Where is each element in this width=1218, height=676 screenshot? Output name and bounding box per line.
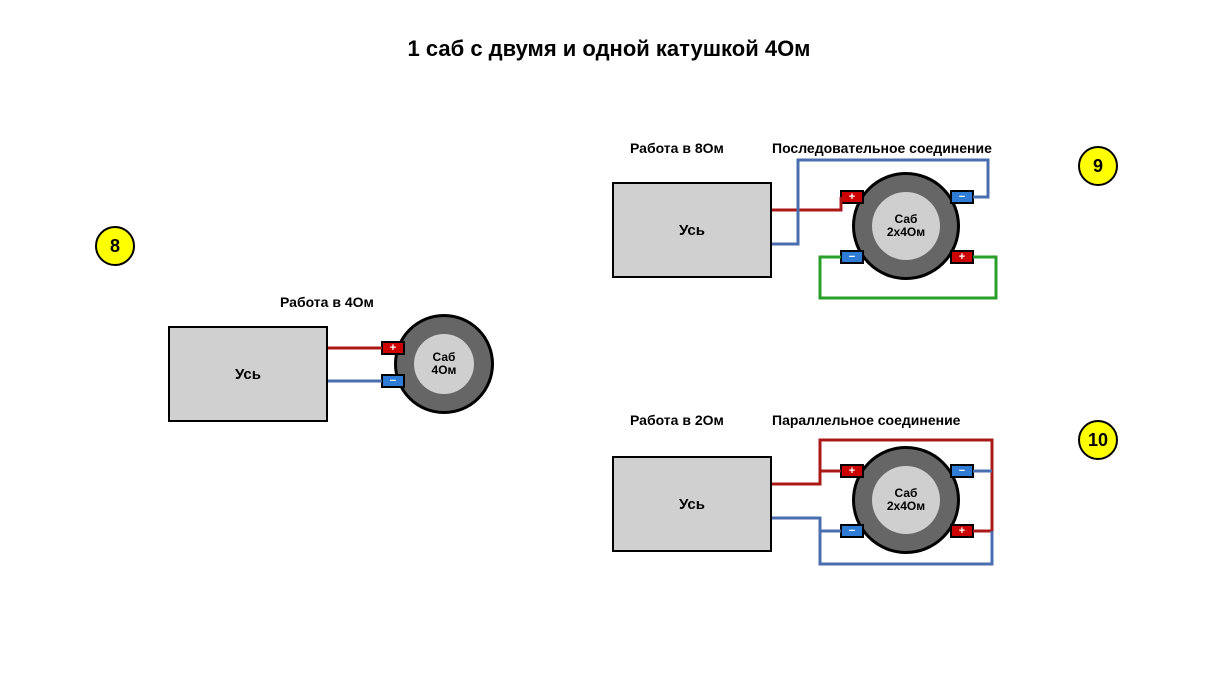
t9-plus-ul: + xyxy=(840,190,864,204)
sub-9-inner: Саб2х4Ом xyxy=(872,192,940,260)
series-label: Последовательное соединение xyxy=(772,140,992,156)
work-2ohm: Работа в 2Ом xyxy=(630,412,724,428)
w9-red xyxy=(772,197,841,210)
t10-minus-ur: − xyxy=(950,464,974,478)
amp-9: Усь xyxy=(612,182,772,278)
t10-minus-ll: − xyxy=(840,524,864,538)
t9-minus-ll: − xyxy=(840,250,864,264)
w10-red-top-left xyxy=(820,440,841,471)
amp-10: Усь xyxy=(612,456,772,552)
t10-plus-lr: + xyxy=(950,524,974,538)
badge-8: 8 xyxy=(95,226,135,266)
badge-10: 10 xyxy=(1078,420,1118,460)
sub-8-inner: Саб4Ом xyxy=(414,334,474,394)
amp-8: Усь xyxy=(168,326,328,422)
t8-plus: + xyxy=(381,341,405,355)
t9-minus-ur: − xyxy=(950,190,974,204)
w10-blue-ll xyxy=(820,531,841,564)
sub-9-label2: 2х4Ом xyxy=(887,226,925,239)
sub-10-label2: 2х4Ом xyxy=(887,500,925,513)
sub-10: Саб2х4Ом xyxy=(852,446,960,554)
parallel-label: Параллельное соединение xyxy=(772,412,960,428)
t10-plus-ul: + xyxy=(840,464,864,478)
work-8ohm: Работа в 8Ом xyxy=(630,140,724,156)
page-title: 1 саб с двумя и одной катушкой 4Ом xyxy=(0,36,1218,62)
w10-red-bot-right xyxy=(973,471,992,531)
sub-10-inner: Саб2х4Ом xyxy=(872,466,940,534)
t8-minus: − xyxy=(381,374,405,388)
work-4ohm: Работа в 4Ом xyxy=(280,294,374,310)
sub-8: Саб4Ом xyxy=(394,314,494,414)
t9-plus-lr: + xyxy=(950,250,974,264)
sub-9: Саб2х4Ом xyxy=(852,172,960,280)
sub-8-label2: 4Ом xyxy=(432,364,457,377)
badge-9: 9 xyxy=(1078,146,1118,186)
